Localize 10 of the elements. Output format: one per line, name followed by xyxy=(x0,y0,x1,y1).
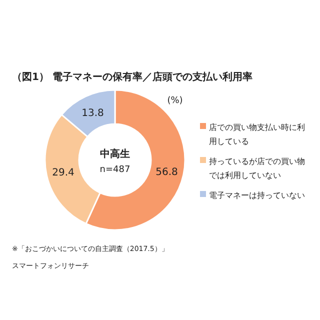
text: 中高生 xyxy=(100,148,130,160)
data-label: 29.4 xyxy=(52,168,74,179)
data-label: 56.8 xyxy=(156,167,178,178)
chart-title: （図1） 電子マネーの保有率／店頭での支払い利用率 xyxy=(12,71,252,83)
legend-label: 電子マネーは持っていない xyxy=(209,191,305,200)
data-label: 13.8 xyxy=(82,108,104,119)
text: (%) xyxy=(167,96,183,106)
legend-label: 持っているが店での買い物では利用していない xyxy=(209,157,305,180)
text: n=487 xyxy=(100,165,130,175)
legend-label: 店での買い物支払い時に利用している xyxy=(209,123,305,146)
